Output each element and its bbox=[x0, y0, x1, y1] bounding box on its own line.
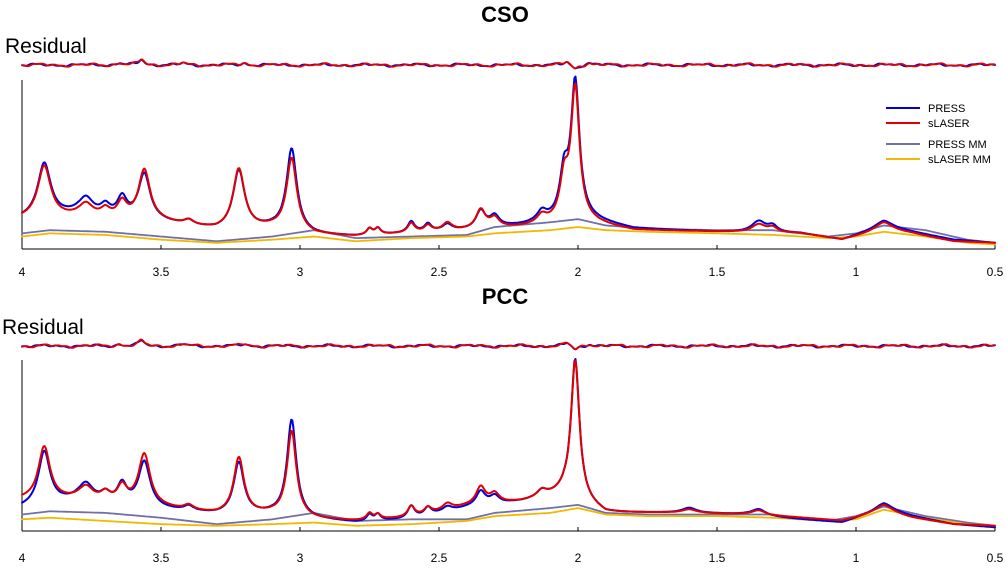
x-tick-label: 3.5 bbox=[153, 265, 170, 279]
series-line-press bbox=[21, 358, 996, 529]
x-tick-label: 3 bbox=[297, 551, 304, 565]
legend-label: PRESS MM bbox=[928, 139, 987, 151]
residual-label: Residual bbox=[2, 316, 84, 339]
legend-label: sLASER bbox=[928, 118, 970, 130]
x-tick-label: 2 bbox=[575, 265, 582, 279]
x-tick-label: 1.5 bbox=[709, 265, 726, 279]
x-tick-label: 4 bbox=[19, 265, 26, 279]
chart-title: PCC bbox=[482, 284, 529, 309]
legend: PRESS sLASER PRESS MM sLASER MM bbox=[886, 103, 991, 166]
residual-line-slaser bbox=[21, 58, 996, 70]
x-tick-label: 1 bbox=[853, 265, 860, 279]
x-tick-label: 4 bbox=[19, 551, 26, 565]
x-tick-label: 1 bbox=[853, 551, 860, 565]
chart-title: CSO bbox=[481, 2, 529, 27]
x-tick-label: 3 bbox=[297, 265, 304, 279]
x-tick-label: 2.5 bbox=[431, 551, 448, 565]
x-tick-label: 1.5 bbox=[709, 551, 726, 565]
residual-line-slaser bbox=[21, 338, 996, 351]
x-tick-label: 0.5 bbox=[987, 551, 1004, 565]
x-tick-label: 2 bbox=[575, 551, 582, 565]
series-line-slaser bbox=[21, 82, 996, 244]
residual-label: Residual bbox=[5, 35, 87, 58]
series-line-slaser bbox=[21, 359, 996, 527]
series-line-press-mm bbox=[21, 218, 996, 244]
x-tick-label: 2.5 bbox=[431, 265, 448, 279]
x-tick-label: 0.5 bbox=[987, 265, 1004, 279]
legend-label: sLASER MM bbox=[928, 154, 991, 166]
panel-pcc: PCC Residual 4 3.5 3 2.5 2 1.5 1 0.5 bbox=[2, 284, 1004, 565]
x-tick-label: 3.5 bbox=[153, 551, 170, 565]
legend-label: PRESS bbox=[928, 103, 965, 115]
